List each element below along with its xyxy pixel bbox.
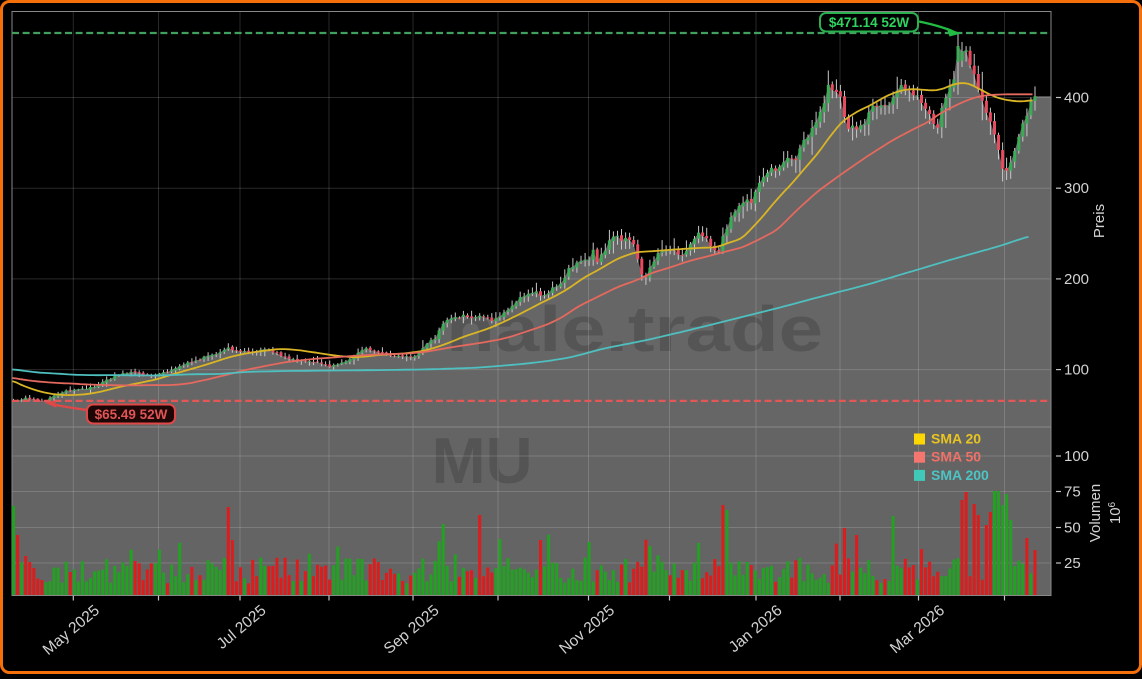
svg-text:$65.49 52W: $65.49 52W: [95, 407, 168, 422]
svg-text:$471.14 52W: $471.14 52W: [829, 15, 910, 30]
svg-text:SMA 20: SMA 20: [931, 431, 981, 447]
svg-text:200: 200: [1064, 271, 1089, 288]
svg-text:100: 100: [1064, 448, 1089, 465]
svg-text:50: 50: [1064, 520, 1081, 537]
svg-text:400: 400: [1064, 90, 1089, 107]
svg-text:100: 100: [1064, 362, 1089, 379]
svg-text:SMA 50: SMA 50: [931, 449, 981, 465]
svg-text:Preis: Preis: [1091, 204, 1108, 238]
svg-text:Volumen: Volumen: [1087, 484, 1104, 542]
svg-text:300: 300: [1064, 180, 1089, 197]
svg-text:SMA 200: SMA 200: [931, 467, 989, 483]
svg-text:75: 75: [1064, 484, 1081, 501]
svg-text:25: 25: [1064, 555, 1081, 572]
svg-text:nale.trade: nale.trade: [446, 293, 823, 365]
svg-text:MU: MU: [431, 424, 532, 497]
